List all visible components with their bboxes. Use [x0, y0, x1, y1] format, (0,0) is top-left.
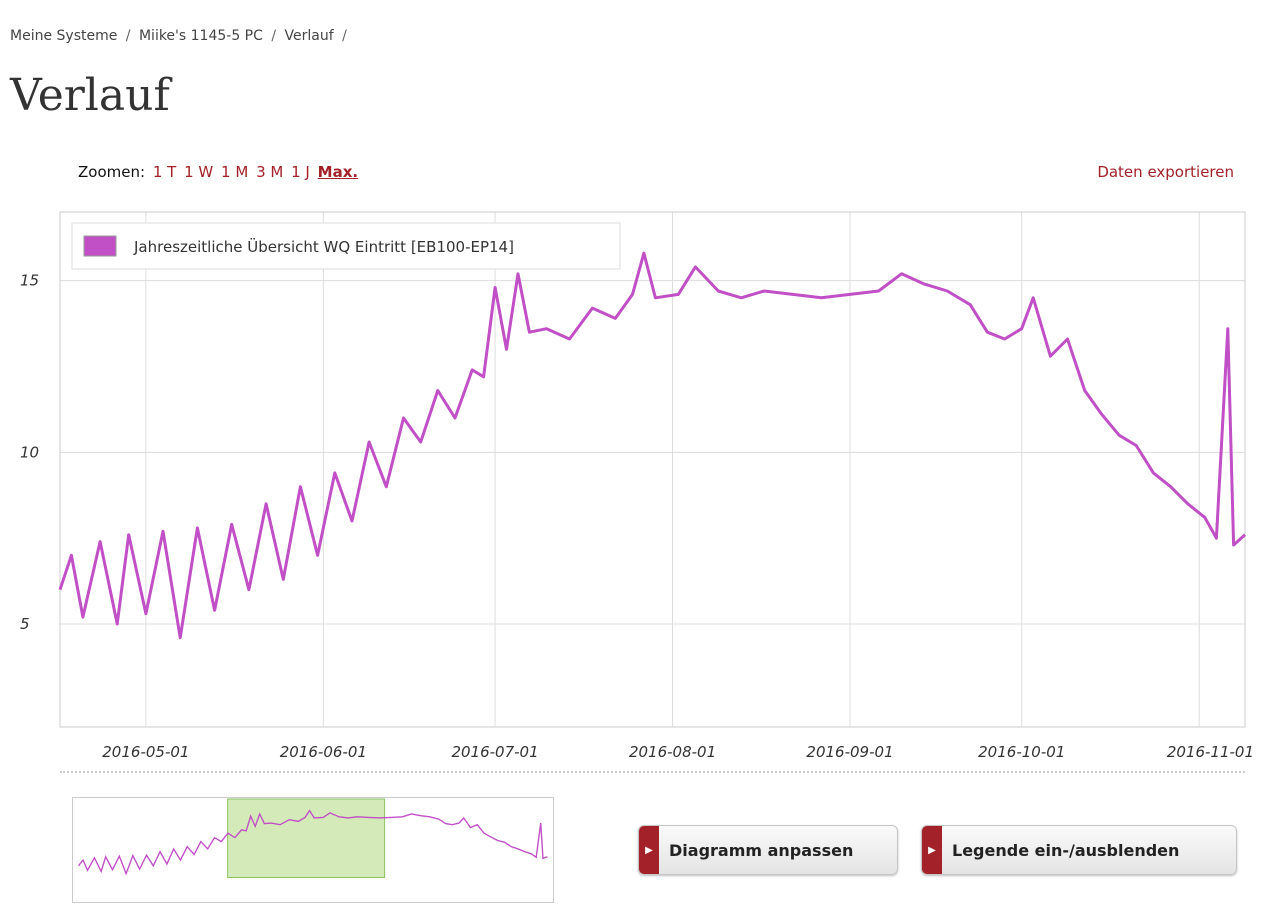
- zoom-label: Zoomen:: [78, 163, 146, 181]
- chart-legend[interactable]: Jahreszeitliche Übersicht WQ Eintritt [E…: [71, 222, 621, 270]
- export-data-link[interactable]: Daten exportieren: [1097, 163, 1234, 181]
- toggle-legend-label: Legende ein-/ausblenden: [952, 840, 1180, 860]
- breadcrumb-separator: /: [271, 28, 277, 44]
- chart-navigator[interactable]: [72, 797, 554, 903]
- arrow-right-icon: ▶: [922, 826, 942, 874]
- x-tick-label: 2016-09-01: [806, 743, 893, 761]
- zoom-1-month[interactable]: 1 M: [221, 163, 249, 181]
- x-tick-label: 2016-10-01: [978, 743, 1065, 761]
- zoom-3-months[interactable]: 3 M: [256, 163, 284, 181]
- breadcrumb-item-systems[interactable]: Meine Systeme: [10, 28, 118, 44]
- legend-swatch: [83, 235, 117, 257]
- axis-ticks: 5 10 15 2016-05-01 2016-06-01 2016-07-01 2016-…: [20, 272, 1254, 761]
- x-tick-label: 2016-07-01: [451, 743, 538, 761]
- history-chart[interactable]: 5 10 15 2016-05-01 2016-06-01 2016-07-01 2016-…: [0, 200, 1280, 765]
- x-tick-label: 2016-11-01: [1167, 743, 1254, 761]
- page-title: Verlauf: [10, 70, 170, 121]
- arrow-right-icon: ▶: [639, 826, 659, 874]
- adjust-chart-label: Diagramm anpassen: [669, 840, 854, 860]
- y-tick-label: 5: [20, 615, 30, 633]
- legend-frame: [71, 222, 621, 270]
- chart-divider: [60, 771, 1245, 773]
- legend-label: Jahreszeitliche Übersicht WQ Eintritt [E…: [133, 237, 514, 256]
- y-tick-label: 15: [20, 272, 39, 290]
- zoom-bar: Zoomen: 1 T 1 W 1 M 3 M 1 J Max.: [78, 163, 358, 181]
- x-tick-label: 2016-08-01: [629, 743, 716, 761]
- toggle-legend-button[interactable]: ▶ Legende ein-/ausblenden: [921, 825, 1237, 875]
- y-tick-label: 10: [20, 443, 39, 461]
- x-tick-label: 2016-05-01: [102, 743, 189, 761]
- breadcrumb-separator: /: [342, 28, 347, 44]
- adjust-chart-button[interactable]: ▶ Diagramm anpassen: [638, 825, 898, 875]
- breadcrumb-item-system[interactable]: Miike's 1145-5 PC: [138, 28, 263, 44]
- navigator-selection[interactable]: [227, 798, 386, 878]
- breadcrumb-separator: /: [125, 28, 131, 44]
- zoom-max[interactable]: Max.: [317, 163, 359, 181]
- zoom-1-year[interactable]: 1 J: [291, 163, 310, 181]
- zoom-1-day[interactable]: 1 T: [152, 163, 177, 181]
- series-line[interactable]: [58, 251, 1247, 640]
- navigator-line: [77, 809, 548, 876]
- breadcrumb: Meine Systeme / Miike's 1145-5 PC / Verl…: [10, 28, 351, 44]
- x-tick-label: 2016-06-01: [280, 743, 367, 761]
- plot-frame: [59, 211, 1246, 728]
- breadcrumb-item-history[interactable]: Verlauf: [284, 28, 334, 44]
- zoom-1-week[interactable]: 1 W: [184, 163, 214, 181]
